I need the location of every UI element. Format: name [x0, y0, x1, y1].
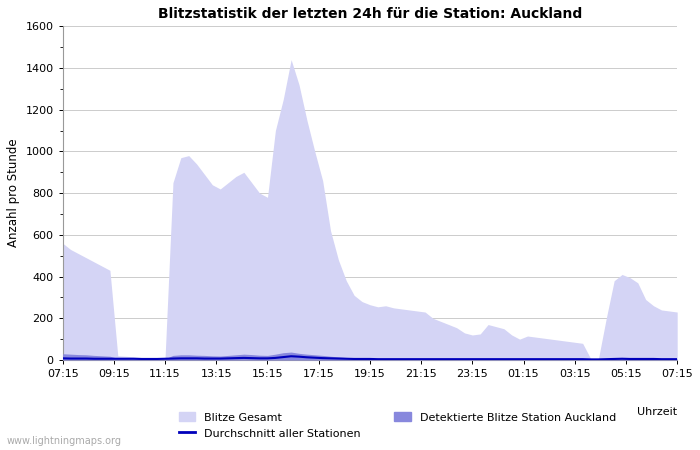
Title: Blitzstatistik der letzten 24h für die Station: Auckland: Blitzstatistik der letzten 24h für die S…	[158, 7, 582, 21]
Y-axis label: Anzahl pro Stunde: Anzahl pro Stunde	[7, 139, 20, 248]
Text: Uhrzeit: Uhrzeit	[637, 407, 677, 417]
Text: www.lightningmaps.org: www.lightningmaps.org	[7, 436, 122, 446]
Legend: Blitze Gesamt, Durchschnitt aller Stationen, Detektierte Blitze Station Auckland: Blitze Gesamt, Durchschnitt aller Statio…	[178, 412, 616, 439]
